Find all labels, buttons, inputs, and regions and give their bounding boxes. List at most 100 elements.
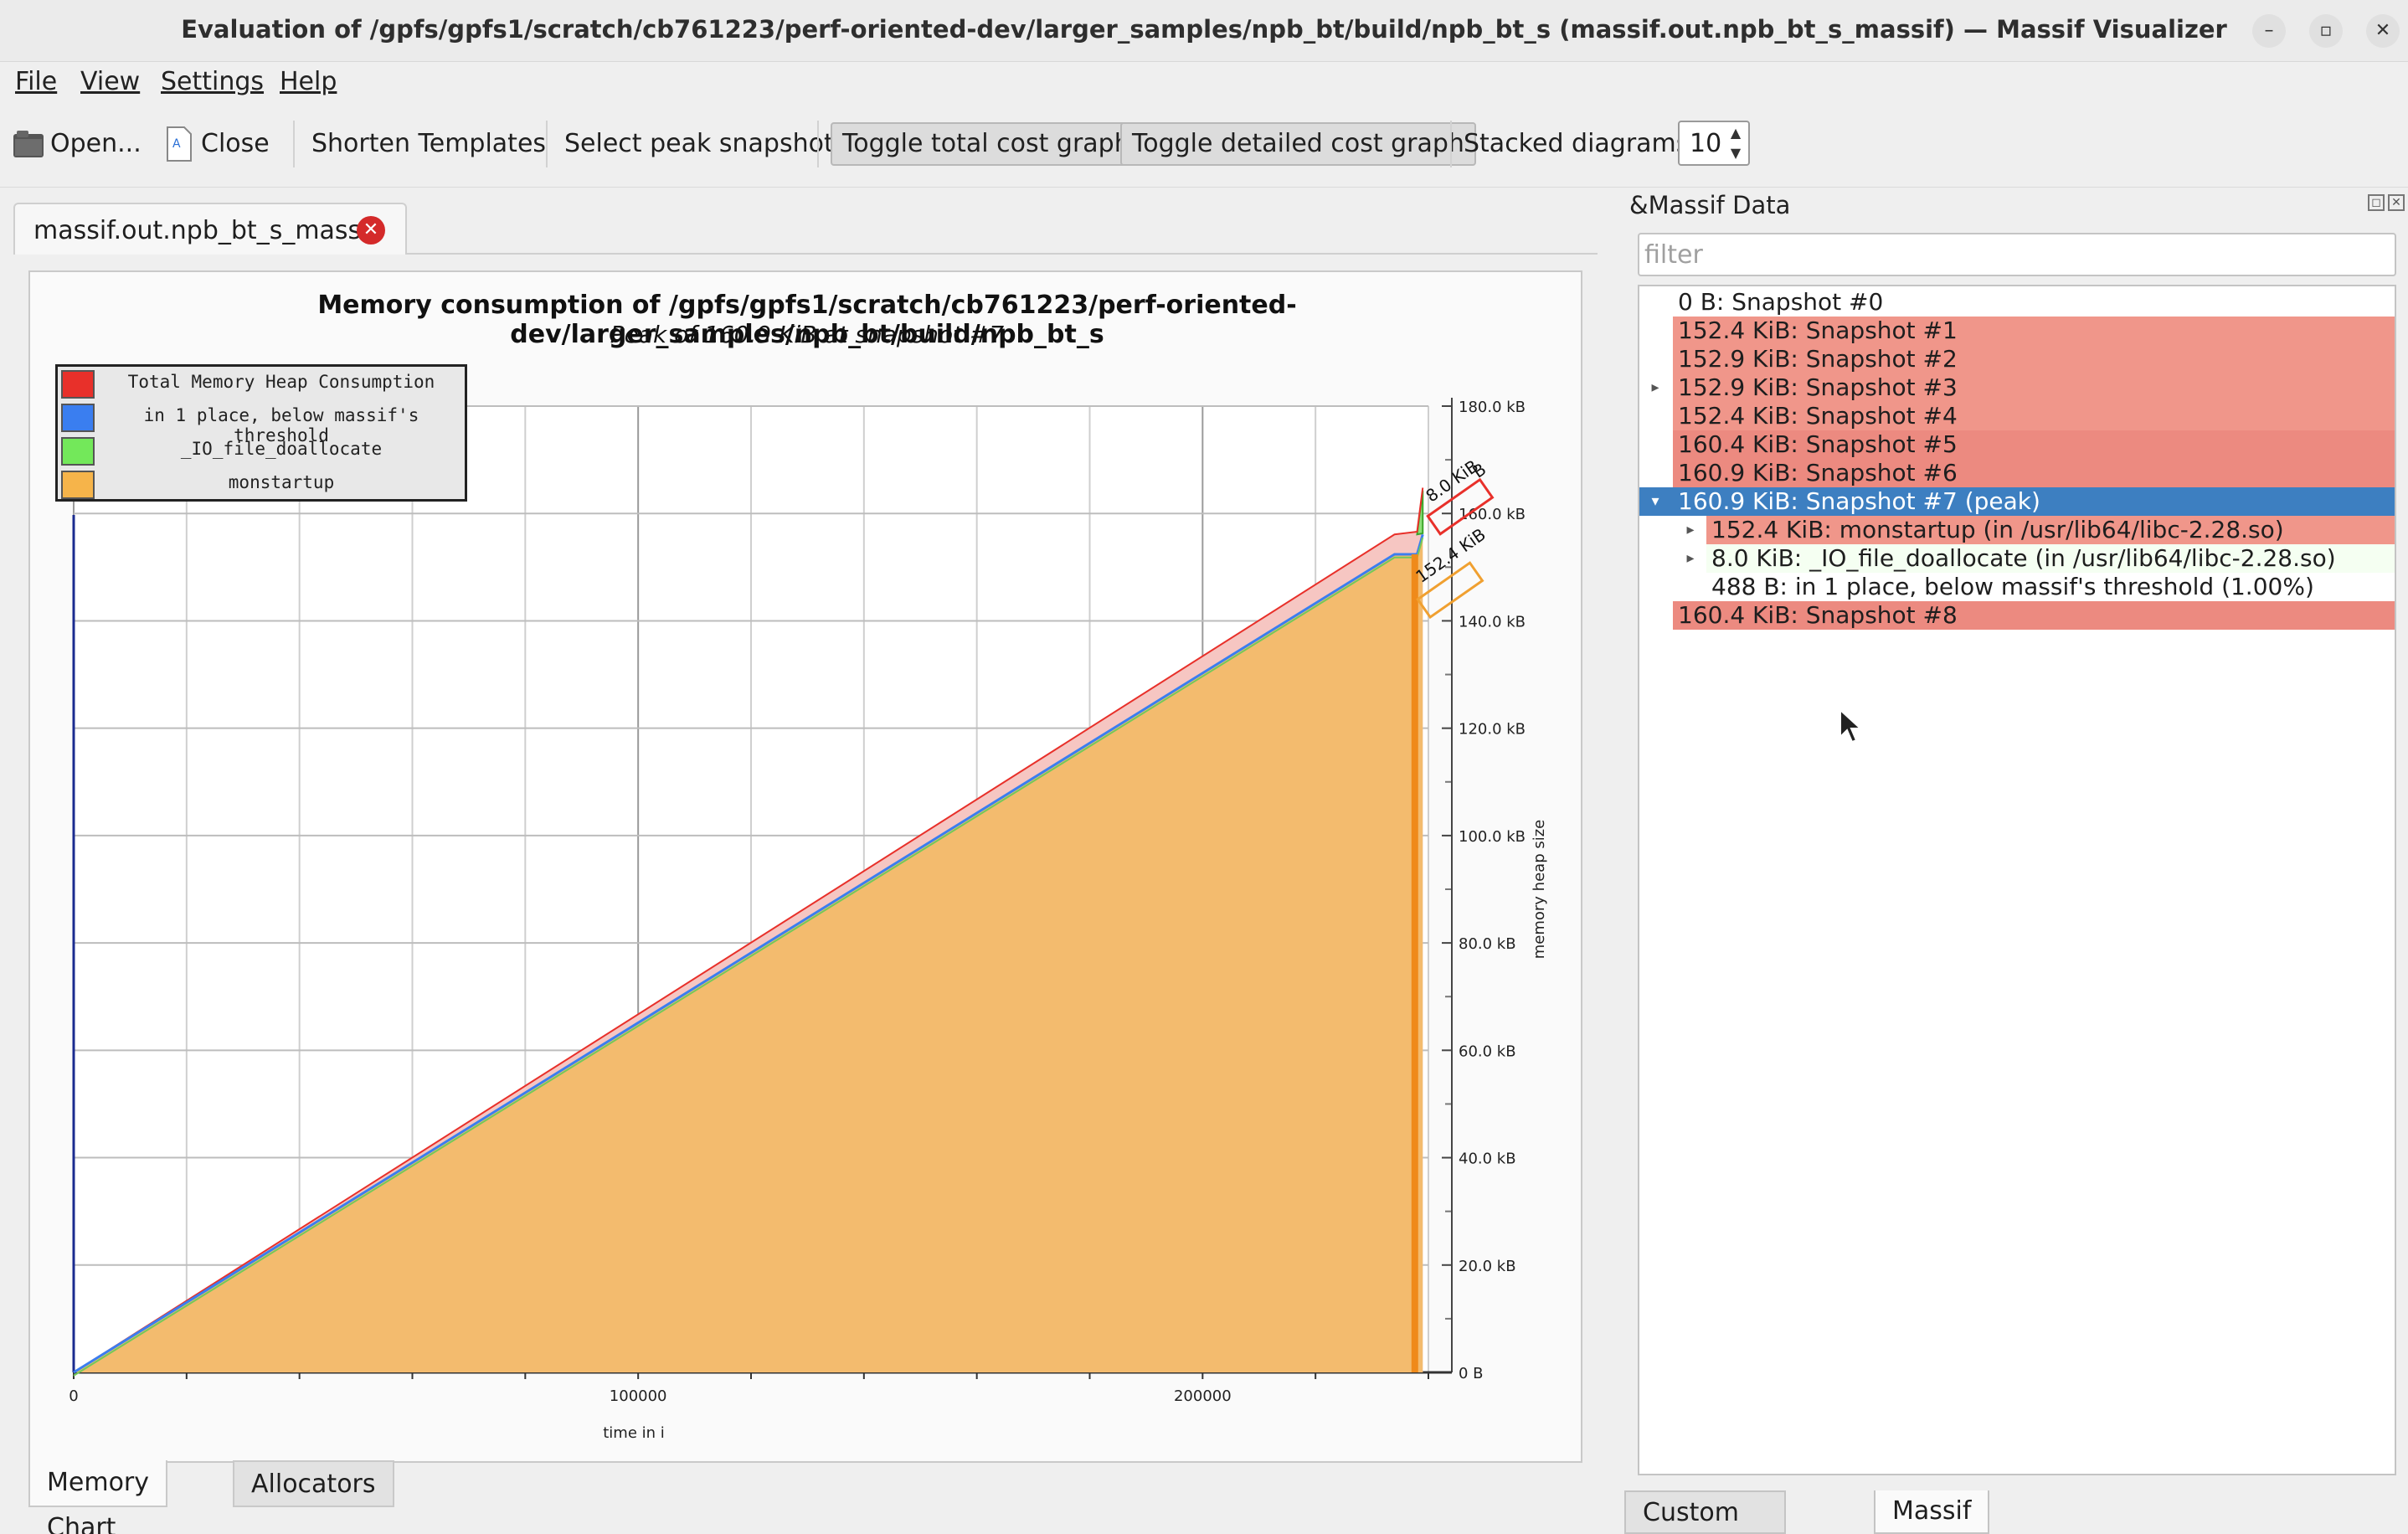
snapshot-tree[interactable]: 0 B: Snapshot #0 152.4 KiB: Snapshot #1 15… [1638, 285, 2396, 1475]
toolbar-separator [546, 121, 548, 167]
toolbar-separator [817, 121, 819, 167]
y-tick-label: 20.0 kB [1459, 1258, 1516, 1275]
annotation-box [1426, 477, 1495, 536]
menu-settings[interactable]: Settings [161, 67, 264, 96]
menu-settings-label: Settings [161, 67, 265, 96]
shorten-templates-button[interactable]: Shorten Templates [311, 129, 547, 158]
tree-row[interactable]: 152.4 KiB: Snapshot #1 [1639, 317, 2395, 345]
tree-row-label: 152.9 KiB: Snapshot #2 [1673, 345, 2395, 373]
y-tick-label: 120.0 kB [1459, 721, 1526, 739]
legend-entry: Total Memory Heap Consumption [58, 367, 465, 400]
tree-expander-icon[interactable]: ▸ [1686, 549, 1695, 567]
chart-legend: Total Memory Heap Consumption in 1 place… [55, 364, 467, 502]
filter-input[interactable] [1644, 239, 2390, 270]
close-label: Close [201, 129, 270, 158]
close-tab-icon[interactable]: ✕ [357, 216, 385, 245]
tree-row[interactable]: 0 B: Snapshot #0 [1639, 288, 2395, 317]
tree-row-label: 160.9 KiB: Snapshot #7 (peak) [1678, 487, 2040, 515]
legend-label: Total Memory Heap Consumption [127, 372, 435, 392]
x-tick-label: 100000 [610, 1387, 667, 1405]
toolbar-separator [1450, 121, 1452, 167]
toolbar-separator [293, 121, 295, 167]
x-tick-label: 0 [69, 1387, 78, 1405]
tree-row-label: 152.4 KiB: Snapshot #1 [1673, 317, 2395, 345]
spin-down-icon[interactable]: ▼ [1730, 145, 1742, 161]
tab-massif-data[interactable]: Massif Data [1874, 1490, 1990, 1534]
legend-swatch [61, 370, 95, 399]
select-peak-button[interactable]: Select peak snapshot [564, 129, 834, 158]
close-document-icon: A [167, 126, 192, 162]
legend-label: _IO_file_doallocate [180, 439, 383, 459]
tree-row[interactable]: ▾ 160.9 KiB: Snapshot #7 (peak) [1639, 487, 2395, 516]
menu-file-label: File [15, 67, 58, 96]
tree-row-label: 152.9 KiB: Snapshot #3 [1673, 373, 2395, 402]
float-dock-icon[interactable]: ◻ [2368, 194, 2385, 211]
tree-row-label: 8.0 KiB: _IO_file_doallocate (in /usr/li… [1706, 544, 2395, 573]
dock-title: &Massif Data [1629, 191, 1791, 219]
chart-subtitle: Peak of 160.9 KiB at snapshot #7 [610, 321, 1005, 348]
tree-row[interactable]: 152.9 KiB: Snapshot #2 [1639, 345, 2395, 373]
chart-plot: 0 B 20.0 kB 40.0 kB 60.0 kB 80.0 kB 100.0 kB 1… [69, 398, 1548, 1442]
menu-help[interactable]: Help [280, 67, 337, 96]
tree-expander-icon[interactable]: ▸ [1651, 378, 1659, 396]
series-total-line [73, 487, 1424, 1373]
tree-row[interactable]: 488 B: in 1 place, below massif's thresh… [1639, 573, 2395, 601]
tab-custom-allocators[interactable]: Custom Allocators [1624, 1490, 1786, 1534]
tree-row[interactable]: ▸ 152.4 KiB: monstartup (in /usr/lib64/li… [1639, 516, 2395, 544]
legend-swatch [61, 404, 95, 432]
annotation-box [1416, 561, 1484, 620]
memory-chart[interactable]: Memory consumption of /gpfs/gpfs1/scratc… [28, 270, 1582, 1463]
y-tick-label: 80.0 kB [1459, 935, 1516, 953]
series-threshold-line [73, 533, 1424, 1374]
stacked-diagrams-value: 10 [1690, 129, 1722, 158]
series-io-line [73, 537, 1424, 1377]
tab-massif-file[interactable]: massif.out.npb_bt_s_massif ✕ [13, 203, 407, 255]
menu-file[interactable]: File [15, 67, 57, 96]
close-window-button[interactable]: ✕ [2366, 14, 2400, 48]
tree-row[interactable]: 160.4 KiB: Snapshot #5 [1639, 430, 2395, 459]
y-tick-label: 40.0 kB [1459, 1150, 1516, 1168]
toggle-total-cost-button[interactable]: Toggle total cost graph [831, 122, 1142, 166]
tab-massif-file-label: massif.out.npb_bt_s_massif [33, 216, 378, 245]
series-monstartup-area [74, 534, 1423, 1372]
filter-field[interactable] [1638, 233, 2396, 276]
legend-label: in 1 place, below massif's threshold [143, 405, 419, 445]
toggle-detailed-cost-button[interactable]: Toggle detailed cost graph [1120, 122, 1476, 166]
open-icon [13, 131, 44, 157]
tree-row[interactable]: 152.4 KiB: Snapshot #4 [1639, 402, 2395, 430]
tab-memory-chart[interactable]: Memory Chart [28, 1460, 168, 1534]
toolbar: Open... A Close Shorten Templates Select… [0, 100, 2408, 188]
menu-view[interactable]: View [80, 67, 140, 96]
close-dock-icon[interactable]: ✕ [2388, 194, 2405, 211]
legend-swatch [61, 437, 95, 466]
stacked-diagrams-label: Stacked diagrams: [1464, 129, 1698, 158]
tree-expander-icon[interactable]: ▸ [1686, 521, 1695, 538]
tree-row[interactable]: ▸ 152.9 KiB: Snapshot #3 [1639, 373, 2395, 402]
y-tick-label: 180.0 kB [1459, 399, 1526, 416]
y-tick-label: 60.0 kB [1459, 1042, 1516, 1060]
tab-allocators[interactable]: Allocators [233, 1460, 394, 1507]
svg-text:A: A [172, 137, 181, 151]
tree-row[interactable]: ▸ 8.0 KiB: _IO_file_doallocate (in /usr/l… [1639, 544, 2395, 573]
tree-row[interactable]: 160.9 KiB: Snapshot #6 [1639, 459, 2395, 487]
legend-entry: _IO_file_doallocate [58, 434, 465, 467]
y-tick-label: 100.0 kB [1459, 828, 1526, 846]
y-tick-label: 140.0 kB [1459, 613, 1526, 631]
menu-view-label: View [80, 67, 141, 96]
spin-up-icon[interactable]: ▲ [1730, 125, 1742, 141]
mouse-cursor-icon [1839, 708, 1863, 744]
legend-entry: in 1 place, below massif's threshold [58, 400, 465, 445]
stacked-diagrams-spinbox[interactable]: 10 ▲ ▼ [1678, 121, 1750, 166]
tree-row-label: 152.4 KiB: Snapshot #4 [1673, 402, 2395, 430]
window-title: Evaluation of /gpfs/gpfs1/scratch/cb7612… [181, 15, 2227, 44]
x-tick-label: 200000 [1174, 1387, 1232, 1405]
legend-entry: monstartup [58, 467, 465, 501]
tab-bar-divider [407, 253, 1598, 255]
y-axis-title: memory heap size [1531, 820, 1548, 960]
tree-expander-icon[interactable]: ▾ [1651, 492, 1659, 510]
minimize-button[interactable]: – [2252, 14, 2286, 48]
menu-bar: File View Settings Help [0, 62, 2408, 100]
maximize-button[interactable]: ▫ [2309, 14, 2343, 48]
tree-row[interactable]: 160.4 KiB: Snapshot #8 [1639, 601, 2395, 630]
tree-row-label: 488 B: in 1 place, below massif's thresh… [1711, 573, 2314, 600]
